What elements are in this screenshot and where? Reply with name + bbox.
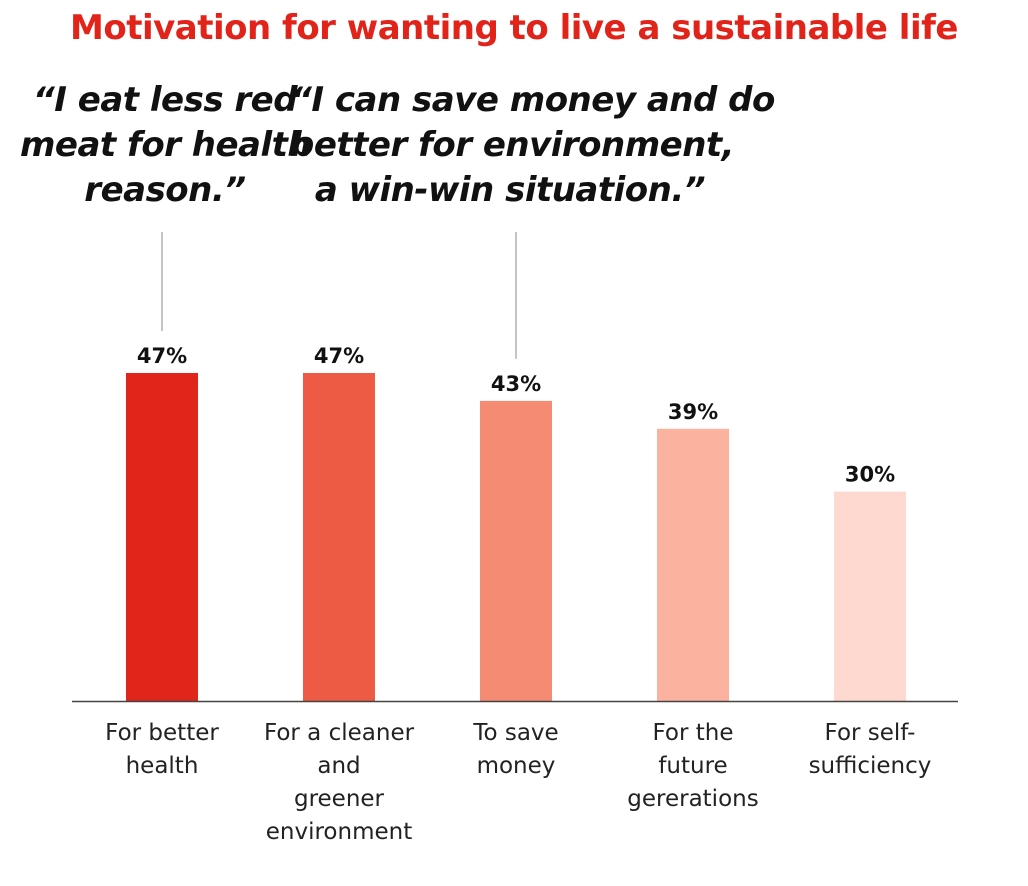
quote-health: “I eat less red meat for health reason.” (20, 78, 312, 213)
quote-line: reason.” (84, 170, 246, 210)
bar (834, 491, 906, 701)
bar-value-label: 47% (314, 344, 364, 368)
category-label-line: environment (265, 819, 413, 845)
category-label-line: sufficiency (808, 753, 932, 779)
bar-value-label: 39% (668, 400, 718, 424)
quote-line: better for environment, (290, 125, 735, 165)
quote-line: “I can save money and do (290, 80, 775, 120)
category-label-line: For the (652, 720, 734, 746)
quote-line: “I eat less red (32, 80, 298, 120)
category-label-line: money (476, 753, 556, 779)
category-label: To save money (421, 717, 611, 783)
bar-value-label: 30% (845, 463, 895, 487)
category-label: For better health (67, 717, 257, 783)
category-label-line: health (125, 753, 199, 779)
category-label-line: For better (105, 720, 219, 746)
category-label-line: For self- (824, 720, 916, 746)
bar-value-label: 47% (137, 344, 187, 368)
bar (480, 400, 552, 701)
quote-line: a win-win situation.” (314, 170, 706, 210)
category-label-line: gererations (627, 786, 759, 812)
category-label-line: For a cleaner (263, 720, 415, 746)
category-label-line: future (658, 753, 728, 779)
category-label-line: greener (293, 786, 385, 812)
bar (126, 373, 198, 701)
category-label: For a cleaner and greener environment (244, 717, 434, 849)
bar (657, 428, 729, 701)
category-label: For self-sufficiency (775, 717, 965, 783)
category-label-line: To save (473, 720, 559, 746)
bar-value-label: 43% (491, 372, 541, 396)
chart-title: Motivation for wanting to live a sustain… (70, 8, 958, 48)
bar (303, 373, 375, 701)
category-label: For the future gererations (598, 717, 788, 816)
quote-money: “I can save money and do better for envi… (290, 78, 775, 213)
category-label-line: and (317, 753, 361, 779)
quote-line: meat for health (20, 125, 312, 165)
